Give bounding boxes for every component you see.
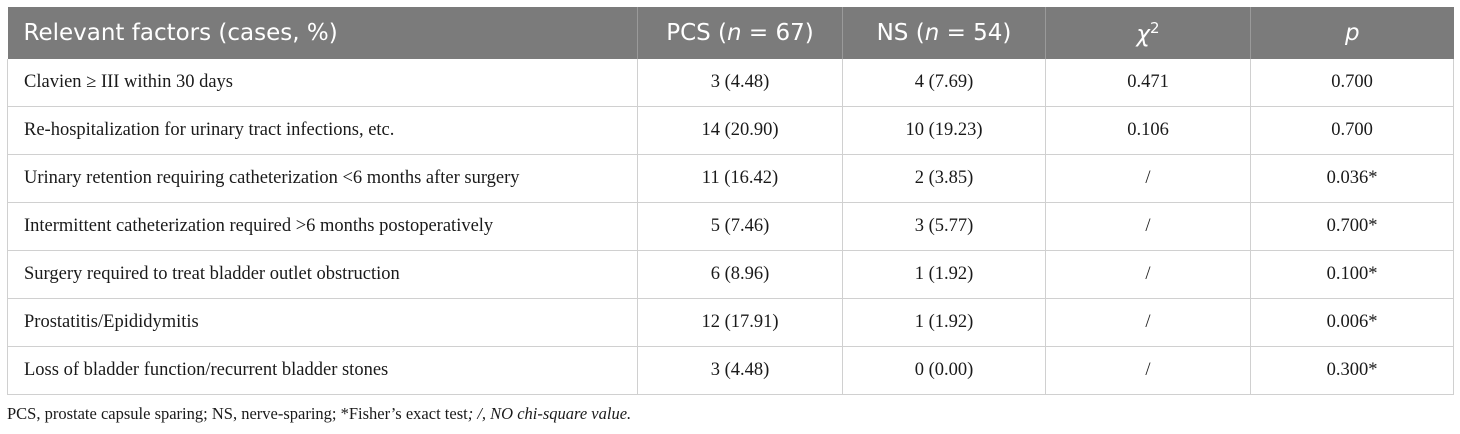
- cell-p-value: 0.006*: [1250, 298, 1454, 347]
- cell-pcs: 5 (7.46): [637, 202, 843, 251]
- header-ns: NS (n = 54): [842, 7, 1046, 59]
- cell-chi-square: /: [1045, 346, 1251, 395]
- cell-factor: Surgery required to treat bladder outlet…: [7, 250, 638, 299]
- cell-chi-square: /: [1045, 250, 1251, 299]
- cell-ns: 0 (0.00): [842, 346, 1046, 395]
- header-pcs-prefix: PCS (: [666, 20, 728, 46]
- table-row: Prostatitis/Epididymitis 12 (17.91) 1 (1…: [7, 298, 1454, 347]
- cell-chi-square: 0.106: [1045, 106, 1251, 155]
- cell-p-value: 0.700*: [1250, 202, 1454, 251]
- table-body: Clavien ≥ III within 30 days 3 (4.48) 4 …: [7, 59, 1454, 395]
- header-pcs: PCS (n = 67): [637, 7, 843, 59]
- cell-factor: Urinary retention requiring catheterizat…: [7, 154, 638, 203]
- cell-factor: Loss of bladder function/recurrent bladd…: [7, 346, 638, 395]
- cell-ns: 3 (5.77): [842, 202, 1046, 251]
- table-row: Surgery required to treat bladder outlet…: [7, 250, 1454, 299]
- cell-pcs: 3 (4.48): [637, 59, 843, 107]
- header-pcs-suffix: = 67): [741, 20, 814, 46]
- cell-pcs: 14 (20.90): [637, 106, 843, 155]
- cell-factor: Clavien ≥ III within 30 days: [7, 59, 638, 107]
- results-table-container: Relevant factors (cases, %) PCS (n = 67)…: [7, 7, 1454, 395]
- cell-chi-square: /: [1045, 298, 1251, 347]
- cell-ns: 1 (1.92): [842, 298, 1046, 347]
- header-ns-prefix: NS (: [876, 20, 925, 46]
- table-row: Intermittent catheterization required >6…: [7, 202, 1454, 251]
- table-row: Loss of bladder function/recurrent bladd…: [7, 346, 1454, 395]
- cell-chi-square: 0.471: [1045, 59, 1251, 107]
- header-chi-superscript: 2: [1150, 18, 1160, 37]
- cell-p-value: 0.300*: [1250, 346, 1454, 395]
- header-pcs-n: n: [727, 20, 742, 46]
- footnote-italic-text: ; /, NO chi-square value.: [467, 404, 632, 423]
- header-p-value: p: [1250, 7, 1454, 59]
- results-table: Relevant factors (cases, %) PCS (n = 67)…: [7, 7, 1454, 395]
- cell-p-value: 0.036*: [1250, 154, 1454, 203]
- table-footnote: PCS, prostate capsule sparing; NS, nerve…: [7, 404, 631, 424]
- cell-ns: 10 (19.23): [842, 106, 1046, 155]
- cell-factor: Prostatitis/Epididymitis: [7, 298, 638, 347]
- cell-p-value: 0.700: [1250, 59, 1454, 107]
- table-row: Clavien ≥ III within 30 days 3 (4.48) 4 …: [7, 59, 1454, 107]
- header-factors: Relevant factors (cases, %): [7, 7, 638, 59]
- cell-p-value: 0.100*: [1250, 250, 1454, 299]
- header-chi-symbol: χ: [1136, 21, 1151, 48]
- header-row: Relevant factors (cases, %) PCS (n = 67)…: [7, 7, 1454, 59]
- table-row: Urinary retention requiring catheterizat…: [7, 154, 1454, 203]
- cell-factor: Re-hospitalization for urinary tract inf…: [7, 106, 638, 155]
- cell-ns: 2 (3.85): [842, 154, 1046, 203]
- cell-ns: 1 (1.92): [842, 250, 1046, 299]
- header-ns-n: n: [924, 20, 940, 46]
- header-ns-suffix: = 54): [939, 20, 1012, 46]
- header-chi-square: χ2: [1045, 7, 1251, 59]
- cell-pcs: 6 (8.96): [637, 250, 843, 299]
- cell-pcs: 3 (4.48): [637, 346, 843, 395]
- table-row: Re-hospitalization for urinary tract inf…: [7, 106, 1454, 155]
- cell-pcs: 12 (17.91): [637, 298, 843, 347]
- cell-pcs: 11 (16.42): [637, 154, 843, 203]
- cell-chi-square: /: [1045, 154, 1251, 203]
- table-header: Relevant factors (cases, %) PCS (n = 67)…: [7, 7, 1454, 59]
- cell-factor: Intermittent catheterization required >6…: [7, 202, 638, 251]
- cell-chi-square: /: [1045, 202, 1251, 251]
- footnote-text: PCS, prostate capsule sparing; NS, nerve…: [7, 404, 468, 423]
- cell-ns: 4 (7.69): [842, 59, 1046, 107]
- cell-p-value: 0.700: [1250, 106, 1454, 155]
